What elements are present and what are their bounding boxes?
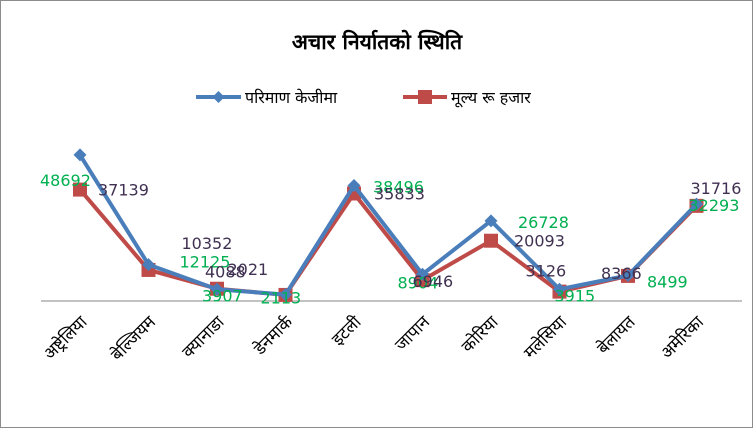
data-label-value: 8366: [601, 264, 642, 283]
data-label-value: 35833: [374, 185, 425, 204]
diamond-marker-icon: [142, 258, 155, 272]
x-tick-label: क्यानाडा: [179, 312, 229, 362]
diamond-marker-icon: [416, 267, 429, 281]
x-tick-label: बेलायत: [593, 311, 640, 358]
data-label-value: 4088: [205, 263, 246, 282]
data-label-value: 2021: [228, 260, 269, 279]
legend-label-value: मूल्य रू हजार: [451, 88, 531, 108]
chart-title: अचार निर्यातको स्थिति: [292, 29, 463, 54]
data-label-value: 10352: [182, 234, 233, 253]
data-label-value: 20093: [514, 232, 565, 251]
data-label-value: 31716: [691, 179, 742, 198]
data-label-value: 3126: [526, 262, 567, 281]
x-axis-tick-labels: अष्ट्रेलिया बेल्जियम क्यानाडा डेनमार्क इटली ज…: [39, 311, 708, 365]
data-label-quantity: 12125: [180, 253, 231, 272]
x-tick-label: अष्ट्रेलिया: [39, 311, 92, 364]
data-label-value: 37139: [98, 181, 149, 200]
legend-square-marker-icon: [418, 90, 432, 104]
data-label-layer: 48692 12125 3907 2113 38496 8904 26728 3915 8499…: [40, 171, 741, 308]
diamond-marker-icon: [484, 214, 498, 228]
x-tick-label: जापान: [391, 312, 434, 355]
diamond-marker-icon: [73, 148, 87, 162]
square-marker-icon: [73, 182, 87, 197]
diamond-marker-icon: [690, 197, 703, 211]
data-label-quantity: 8499: [647, 273, 688, 292]
legend-item-value: मूल्य रू हजार: [403, 88, 531, 108]
x-tick-label: कोरिया: [457, 311, 503, 357]
series-layer: [73, 148, 704, 302]
data-label-value: 6946: [413, 272, 454, 291]
data-label-quantity: 8904: [398, 273, 439, 292]
data-label-quantity: 3915: [555, 286, 596, 305]
legend-diamond-marker-icon: [212, 91, 225, 103]
data-label-quantity: 48692: [40, 171, 91, 190]
data-label-quantity: 32293: [689, 196, 740, 215]
diamond-marker-icon: [210, 282, 224, 296]
data-label-quantity: 3907: [202, 286, 243, 305]
legend: परिमाण केजीमा मूल्य रू हजार: [196, 88, 531, 108]
diamond-marker-icon: [621, 269, 635, 283]
diamond-marker-icon: [279, 288, 292, 302]
diamond-marker-icon: [347, 179, 361, 193]
diamond-marker-icon: [553, 282, 566, 296]
x-tick-label: डेनमार्क: [249, 311, 298, 360]
data-label-quantity: 38496: [373, 178, 424, 197]
x-tick-label: इटली: [327, 311, 365, 349]
x-tick-label: मलेसिया: [520, 311, 572, 363]
x-tick-label: बेल्जियम: [107, 311, 161, 365]
square-marker-icon: [484, 233, 498, 248]
series-line-quantity: [78, 153, 698, 297]
data-label-quantity: 2113: [261, 289, 302, 308]
legend-item-quantity: परिमाण केजीमा: [196, 88, 338, 107]
data-label-quantity: 26728: [518, 213, 569, 232]
x-tick-label: अमेरिका: [656, 311, 708, 363]
legend-label-quantity: परिमाण केजीमा: [245, 88, 338, 107]
